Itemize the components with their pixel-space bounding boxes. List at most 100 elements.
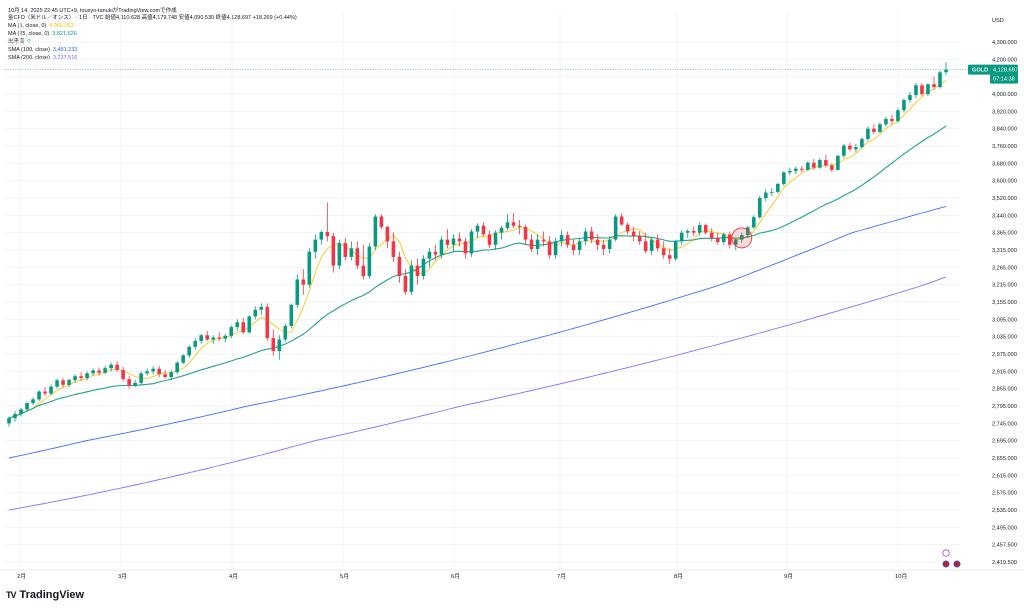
candle-body bbox=[37, 391, 41, 400]
price-tick-label: 4,300.000 bbox=[992, 40, 1017, 46]
candle-body bbox=[547, 241, 552, 256]
candle-body bbox=[13, 413, 17, 419]
price-tick-label: 2,419.500 bbox=[992, 560, 1017, 566]
last-price-tag bbox=[990, 64, 1018, 84]
time-tick-label: 7月 bbox=[557, 573, 566, 580]
candle-body bbox=[271, 338, 276, 352]
candle-body bbox=[523, 226, 528, 240]
candle-body bbox=[451, 238, 456, 245]
time-tick-label: 3月 bbox=[118, 573, 127, 580]
candle-body bbox=[619, 216, 624, 225]
time-tick-label: 9月 bbox=[784, 573, 793, 580]
event-markers[interactable] bbox=[731, 227, 961, 568]
candle-body bbox=[19, 409, 23, 414]
legend-value: 3,481.233 bbox=[52, 46, 78, 53]
candle-body bbox=[914, 85, 918, 96]
legend-row[interactable]: SMA (100, close) 3,481.233 bbox=[8, 47, 297, 55]
candle-body bbox=[109, 364, 113, 369]
candle-body bbox=[169, 372, 173, 378]
candle-body bbox=[307, 251, 312, 285]
candle-body bbox=[475, 225, 480, 232]
candle-body bbox=[866, 128, 870, 140]
candle-body bbox=[643, 241, 648, 252]
candle-body bbox=[157, 368, 161, 375]
candle-body bbox=[812, 162, 816, 168]
candle-body bbox=[739, 235, 744, 240]
time-tick-label: 6月 bbox=[451, 573, 460, 580]
legend-row[interactable]: MA (25, close, 0) 3,821.626 bbox=[8, 31, 297, 39]
candle-body bbox=[697, 225, 702, 233]
candle-body bbox=[541, 239, 546, 242]
candle-body bbox=[800, 168, 804, 170]
candle-body bbox=[679, 232, 684, 242]
tradingview-logo-text: TradingView bbox=[19, 589, 85, 601]
candle-body bbox=[517, 225, 522, 227]
candle-body bbox=[715, 237, 720, 243]
candle-body bbox=[559, 235, 564, 242]
candle-body bbox=[79, 376, 83, 378]
legend-row[interactable]: MA (5, close, 0) 4,066.063 bbox=[8, 23, 297, 31]
candle-body bbox=[409, 265, 414, 292]
candle-body bbox=[571, 244, 576, 250]
sma200-line bbox=[8, 276, 947, 511]
candle-body bbox=[403, 276, 408, 292]
candle-body bbox=[43, 391, 47, 394]
price-tick-label: 3,440.000 bbox=[992, 213, 1017, 219]
price-tick-label: 2,655.000 bbox=[992, 456, 1017, 462]
tradingview-logo[interactable]: TV TradingView bbox=[6, 589, 84, 601]
legend-row[interactable]: SMA (200, close) 3,237.516 bbox=[8, 55, 297, 63]
candle-body bbox=[818, 160, 822, 168]
candle-body bbox=[289, 304, 294, 326]
price-tick-label: 3,600.000 bbox=[992, 179, 1017, 185]
candle-body bbox=[373, 216, 378, 247]
candle-body bbox=[391, 241, 396, 257]
candle-body bbox=[199, 335, 203, 341]
candle-body bbox=[824, 160, 828, 166]
candle-body bbox=[265, 306, 270, 339]
legend-value: 3,821.626 bbox=[52, 30, 77, 37]
ma25-line bbox=[8, 125, 947, 419]
candle-body bbox=[884, 118, 888, 125]
candle-body bbox=[758, 198, 762, 218]
legend-value: 3,237.516 bbox=[52, 54, 78, 61]
candle-body bbox=[601, 244, 606, 249]
candle-body bbox=[337, 243, 342, 266]
symbol-label: GOLD bbox=[972, 68, 988, 74]
candle-body bbox=[133, 382, 137, 386]
candle-body bbox=[836, 155, 840, 170]
candle-body bbox=[211, 337, 216, 340]
price-tick-label: 2,745.000 bbox=[992, 421, 1017, 427]
candle-body bbox=[223, 335, 228, 339]
legend-value: 4,066.063 bbox=[49, 22, 74, 29]
candle-body bbox=[193, 341, 197, 347]
candle-body bbox=[343, 243, 348, 257]
candle-body bbox=[55, 380, 59, 387]
sma100-line bbox=[8, 205, 947, 459]
candle-body bbox=[421, 258, 426, 276]
legend-row[interactable]: 金CFD（米ドル／オンス） · 1日 · TVC 始値4,110.628 高値4… bbox=[8, 15, 297, 23]
candle-body bbox=[854, 147, 858, 150]
candle-body bbox=[511, 222, 516, 226]
candle-body bbox=[235, 322, 240, 328]
price-tick-label: 2,975.000 bbox=[992, 352, 1017, 358]
candle-body bbox=[745, 227, 750, 236]
ma5-line bbox=[8, 79, 947, 419]
candle-body bbox=[331, 236, 336, 266]
candle-body bbox=[469, 231, 474, 254]
candle-body bbox=[319, 231, 324, 240]
event-flag-icon bbox=[942, 560, 950, 568]
time-axis[interactable]: 2月 3月 4月 5月 6月 7月 8月 9月 10月 bbox=[0, 569, 1024, 580]
candle-body bbox=[733, 239, 738, 245]
candle-body bbox=[553, 241, 558, 256]
candle-body bbox=[103, 368, 107, 373]
legend-name: MA (5, close, 0) bbox=[8, 22, 47, 29]
candle-body bbox=[926, 84, 930, 94]
candle-body bbox=[655, 239, 660, 249]
candle-body bbox=[445, 239, 450, 245]
last-price-label: 4,128.697 bbox=[993, 68, 1018, 74]
candle-body bbox=[433, 251, 438, 255]
candle-body bbox=[355, 248, 360, 266]
price-axis[interactable]: USD4,300.0004,200.0004,080.0004,000.0003… bbox=[5, 18, 1018, 566]
price-tick-label: 3,095.000 bbox=[992, 317, 1017, 323]
